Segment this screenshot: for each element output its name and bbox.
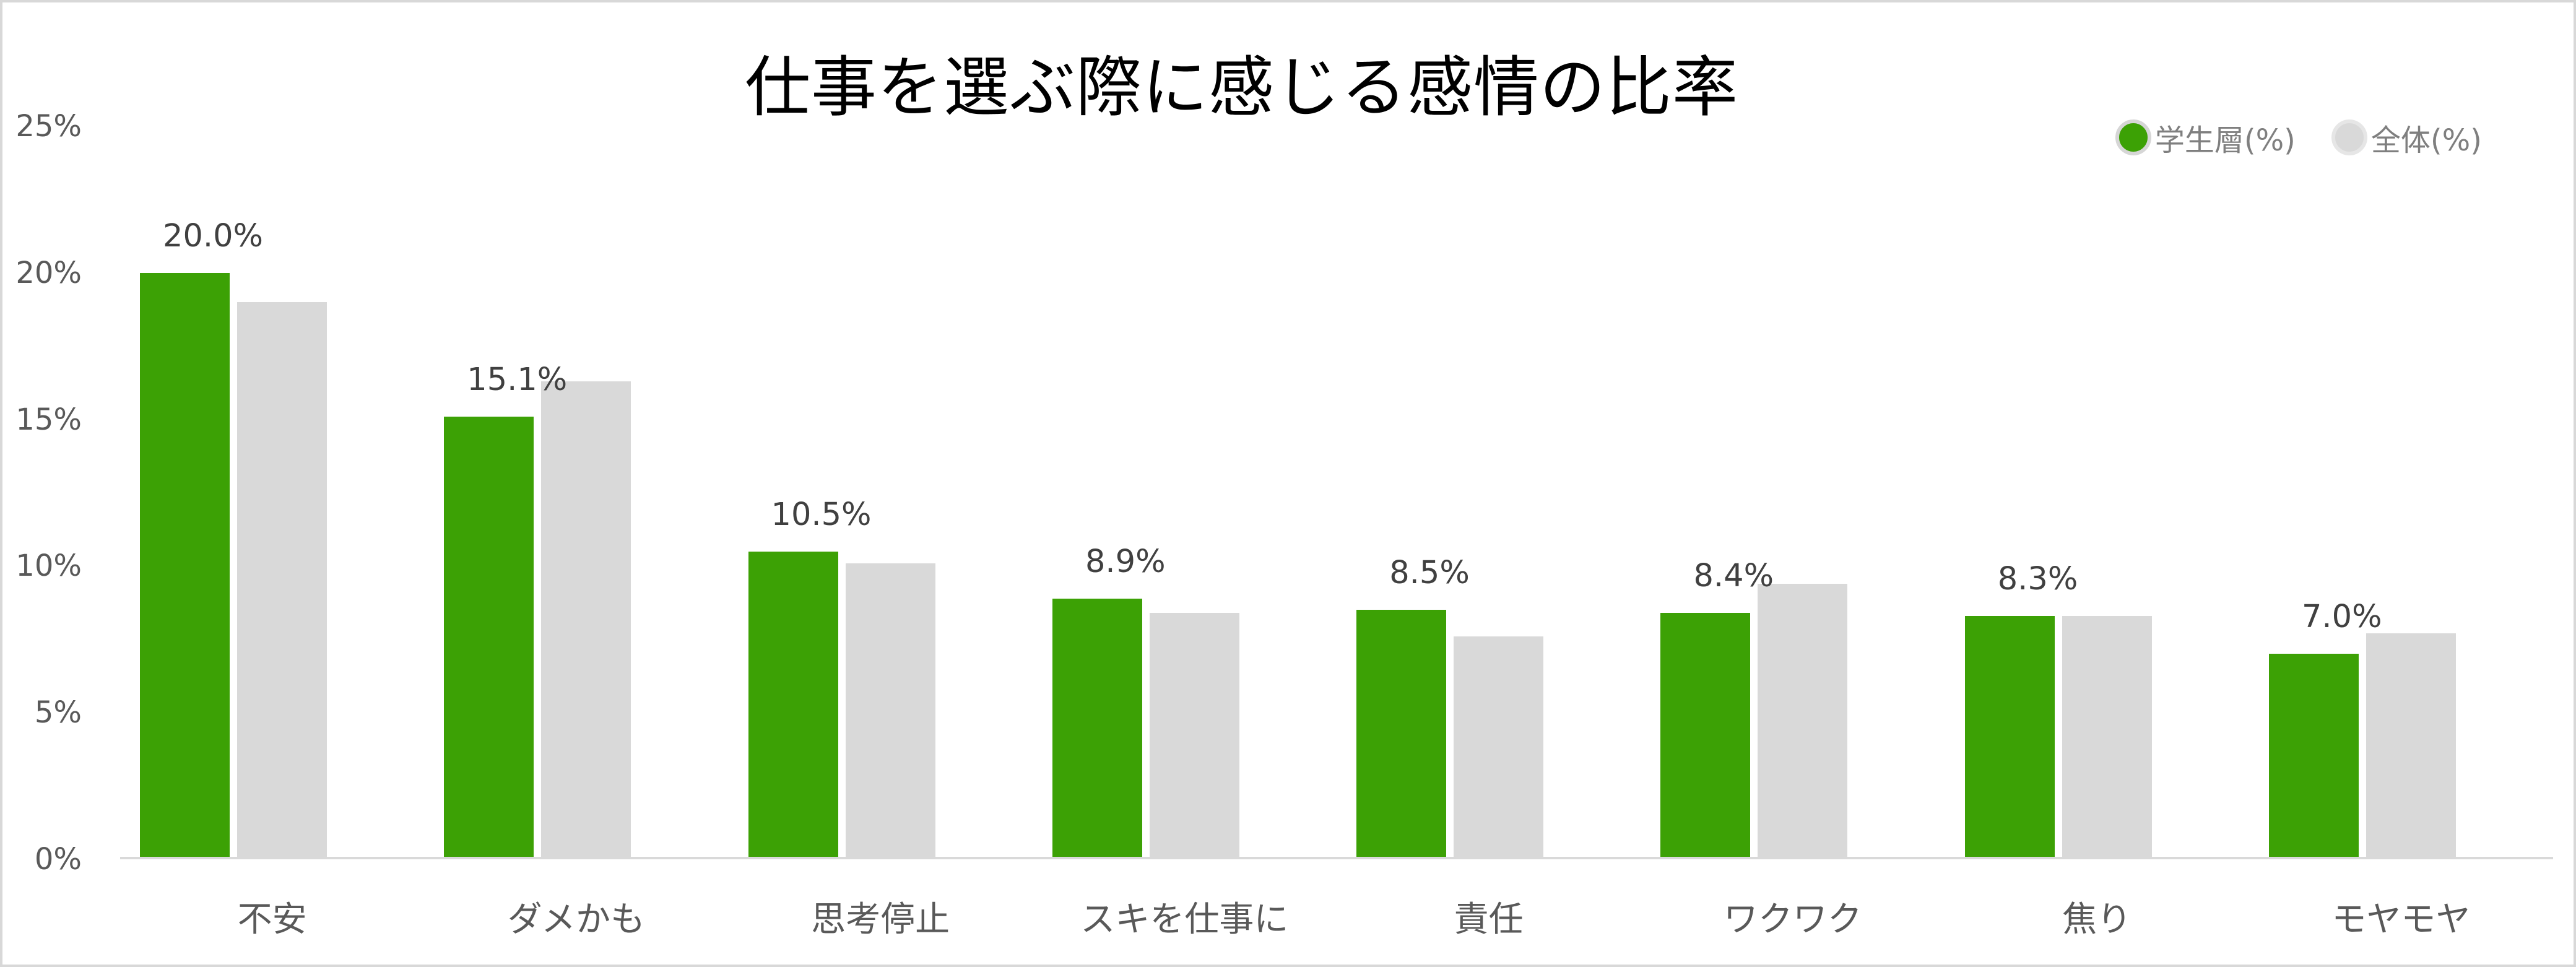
bar-pair	[1356, 126, 1543, 859]
bar-student	[1660, 613, 1751, 859]
bar-overall	[2062, 615, 2152, 859]
y-tick-label: 20%	[15, 255, 82, 290]
legend: 学生層(%) 全体(%)	[2115, 116, 2482, 159]
plot-area: 0% 5% 10% 15% 20% 25% 20.0% 不安 15.1% ダメかも 10.5% 思考…	[15, 109, 2553, 940]
category-group: 8.9% スキを仕事に	[1033, 126, 1337, 940]
data-label: 8.3%	[1997, 560, 2078, 597]
bar-pair	[748, 126, 935, 859]
legend-marker-overall-icon	[2331, 119, 2367, 155]
bar-pair	[1964, 126, 2152, 859]
bar-pair	[444, 126, 631, 859]
y-tick-label: 25%	[15, 109, 82, 144]
y-tick-label: 5%	[34, 695, 82, 731]
category-label: 焦り	[2062, 900, 2132, 940]
category-group: 8.4% ワクワク	[1641, 126, 1945, 940]
bar-overall	[1149, 613, 1239, 859]
bar-overall	[1758, 583, 1848, 859]
bar-overall	[1454, 636, 1543, 859]
y-tick-label: 15%	[15, 402, 82, 437]
category-group: 7.0% モヤモヤ	[2249, 126, 2553, 940]
data-label: 7.0%	[2301, 599, 2382, 636]
category-label: スキを仕事に	[1080, 900, 1289, 940]
bar-student	[444, 416, 534, 859]
category-label: 思考停止	[811, 900, 950, 940]
category-group: 8.5% 責任	[1337, 126, 1641, 940]
data-label: 10.5%	[771, 496, 872, 533]
category-label: モヤモヤ	[2331, 900, 2471, 940]
bar-overall	[845, 563, 935, 859]
category-label: ワクワク	[1723, 900, 1862, 940]
bar-student	[1964, 615, 2055, 859]
category-group: 15.1% ダメかも	[424, 126, 728, 940]
y-tick-label: 0%	[34, 842, 82, 877]
bar-overall	[237, 302, 327, 859]
bar-overall	[2366, 633, 2456, 859]
legend-marker-student-icon	[2115, 119, 2151, 155]
legend-label-student: 学生層(%)	[2154, 123, 2296, 158]
bar-pair	[2268, 126, 2456, 859]
bar-student	[140, 272, 230, 859]
bars-area: 20.0% 不安 15.1% ダメかも 10.5% 思考停止 8.9% スキを仕事に 8.5% 責…	[120, 126, 2553, 940]
bar-student	[748, 551, 838, 859]
category-group: 10.5% 思考停止	[729, 126, 1033, 940]
category-group: 20.0% 不安	[120, 126, 424, 940]
bar-pair	[1660, 126, 1848, 859]
bar-student	[1052, 598, 1142, 859]
legend-label-overall: 全体(%)	[2370, 123, 2482, 158]
bar-pair	[140, 126, 327, 859]
chart-title: 仕事を選ぶ際に感じる感情の比率	[745, 50, 1738, 126]
y-tick-label: 10%	[15, 549, 82, 584]
data-label: 8.9%	[1085, 543, 1166, 580]
category-label: 責任	[1454, 900, 1524, 940]
data-label: 20.0%	[162, 217, 264, 254]
data-label: 15.1%	[467, 361, 568, 398]
bar-pair	[1052, 126, 1239, 859]
category-label: ダメかも	[507, 900, 646, 940]
bar-overall	[541, 381, 631, 859]
legend-item-overall: 全体(%)	[2331, 116, 2482, 159]
bar-student	[2268, 654, 2359, 859]
data-label: 8.5%	[1389, 555, 1470, 592]
bar-student	[1356, 610, 1446, 859]
x-axis-line	[120, 857, 2553, 859]
legend-item-student: 学生層(%)	[2115, 116, 2296, 159]
category-label: 不安	[237, 900, 307, 940]
category-group: 8.3% 焦り	[1945, 126, 2249, 940]
data-label: 8.4%	[1693, 558, 1774, 595]
